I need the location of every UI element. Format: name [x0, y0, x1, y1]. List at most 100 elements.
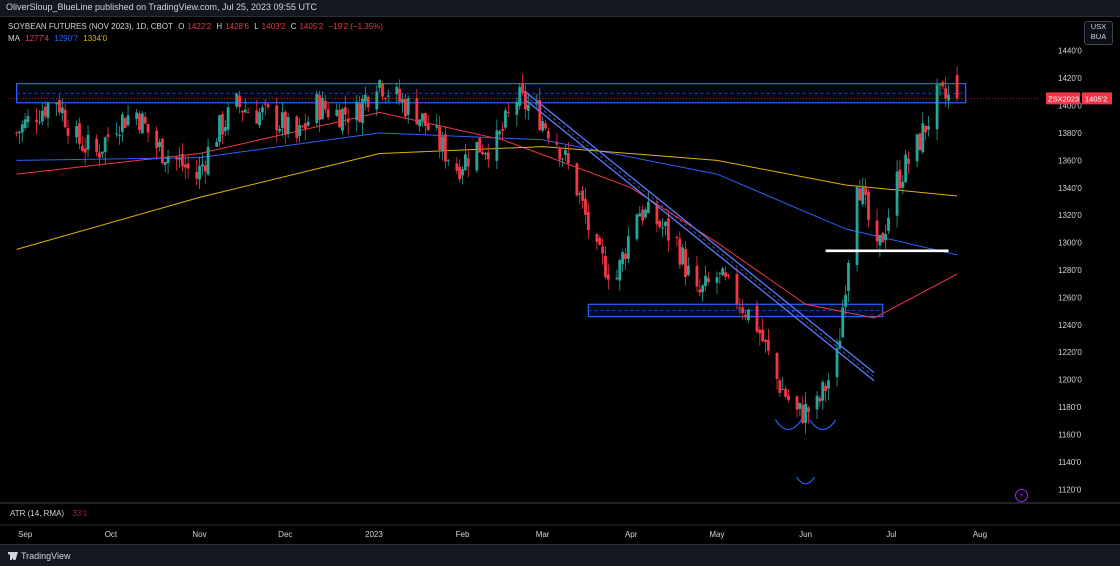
- candle: [921, 111, 925, 155]
- legend-low: 1403'2: [261, 22, 286, 31]
- price-axis-pane: [1040, 17, 1120, 544]
- candle-body: [401, 99, 404, 103]
- candle-body: [395, 86, 399, 95]
- lightning-icon[interactable]: ⚡: [1015, 489, 1028, 502]
- candle-body: [726, 274, 730, 276]
- candle-body: [166, 156, 170, 163]
- candle: [243, 98, 247, 114]
- candle-body: [301, 126, 304, 128]
- candle: [895, 160, 899, 228]
- candle: [263, 98, 267, 116]
- candle: [741, 299, 745, 320]
- candle: [486, 143, 490, 168]
- candle-body: [223, 127, 227, 132]
- candle-body: [295, 116, 299, 139]
- candle: [361, 94, 364, 135]
- candle-body: [481, 151, 484, 155]
- candle-body: [626, 236, 630, 259]
- candle-body: [561, 158, 564, 160]
- candle: [644, 206, 647, 220]
- candle: [624, 248, 627, 271]
- candle-body: [578, 193, 582, 195]
- candle: [747, 309, 750, 323]
- candle-body: [624, 253, 627, 259]
- time-axis-label: Jul: [886, 530, 896, 539]
- candle: [646, 191, 650, 214]
- candle-body: [506, 112, 510, 114]
- candle-body: [35, 119, 38, 123]
- candle: [601, 238, 605, 265]
- candle: [403, 93, 407, 120]
- currency-unit-button[interactable]: USX BUA: [1084, 21, 1113, 45]
- candle-body: [678, 238, 682, 265]
- candle-body: [698, 289, 702, 293]
- candle: [764, 338, 767, 353]
- candle-body: [98, 152, 101, 158]
- candle-body: [283, 111, 287, 135]
- candle-body: [103, 137, 107, 153]
- candle-body: [944, 88, 948, 99]
- candle: [358, 95, 362, 123]
- time-axis-label: Apr: [625, 530, 638, 539]
- candle-body: [306, 121, 310, 126]
- candle-body: [824, 385, 827, 392]
- price-tick: 1400'0: [1058, 102, 1082, 111]
- chart-legend-ma: MA 1277'4 1290'7 1334'0: [8, 34, 110, 43]
- candle-body: [321, 98, 324, 120]
- candle-body: [143, 116, 147, 124]
- candle-body: [761, 329, 765, 342]
- candle: [835, 338, 839, 387]
- candle: [18, 130, 21, 145]
- candle: [635, 213, 639, 242]
- price-tick: 1420'0: [1058, 74, 1082, 83]
- currency-unit: USX: [1090, 22, 1107, 31]
- candle-body: [758, 329, 762, 334]
- candle: [381, 81, 384, 101]
- candle: [935, 78, 939, 141]
- candle: [924, 125, 928, 141]
- candle: [386, 89, 390, 103]
- candle: [446, 159, 450, 166]
- candle-body: [381, 83, 384, 97]
- price-tick-label: 1400'0: [1058, 102, 1082, 111]
- atr-legend: ATR (14, RMA) 33'1: [10, 509, 87, 518]
- price-tick-label: 1140'0: [1058, 458, 1082, 467]
- chart-canvas[interactable]: 1440'0 1420'0 1400'0 1380'0 1360'0 1340'0 1320…: [0, 17, 1120, 544]
- candle-body: [38, 121, 41, 123]
- candle-body: [501, 129, 504, 131]
- candle-body: [947, 94, 950, 101]
- time-axis-label: Aug: [973, 530, 987, 539]
- candle: [218, 114, 221, 147]
- candle: [901, 175, 905, 195]
- candle: [281, 102, 284, 137]
- candle: [255, 99, 259, 124]
- candle: [278, 124, 281, 134]
- candle-body: [827, 380, 830, 389]
- price-tick: 1220'0: [1058, 348, 1082, 357]
- symbol-badge-text: ZSX2023: [1048, 94, 1079, 103]
- candle-body: [238, 95, 241, 107]
- candle-body: [375, 91, 379, 110]
- candle: [641, 205, 645, 226]
- candle-body: [606, 274, 610, 280]
- candle: [160, 137, 164, 165]
- candle: [86, 125, 90, 158]
- candle: [881, 231, 885, 243]
- candle: [266, 103, 270, 110]
- tradingview-logo: TradingView: [8, 551, 71, 561]
- candle-body: [43, 106, 47, 117]
- candle: [706, 272, 710, 285]
- candle: [521, 73, 524, 96]
- candle-body: [438, 126, 442, 150]
- candle-body: [904, 154, 908, 183]
- candle: [261, 104, 264, 121]
- candle: [401, 93, 404, 113]
- candle: [495, 119, 499, 170]
- candle-body: [318, 95, 322, 121]
- candle-body: [355, 101, 359, 121]
- candle-body: [638, 213, 642, 217]
- candle-body: [695, 265, 699, 287]
- candle: [206, 138, 210, 177]
- candle: [335, 103, 339, 118]
- candle-body: [235, 93, 239, 107]
